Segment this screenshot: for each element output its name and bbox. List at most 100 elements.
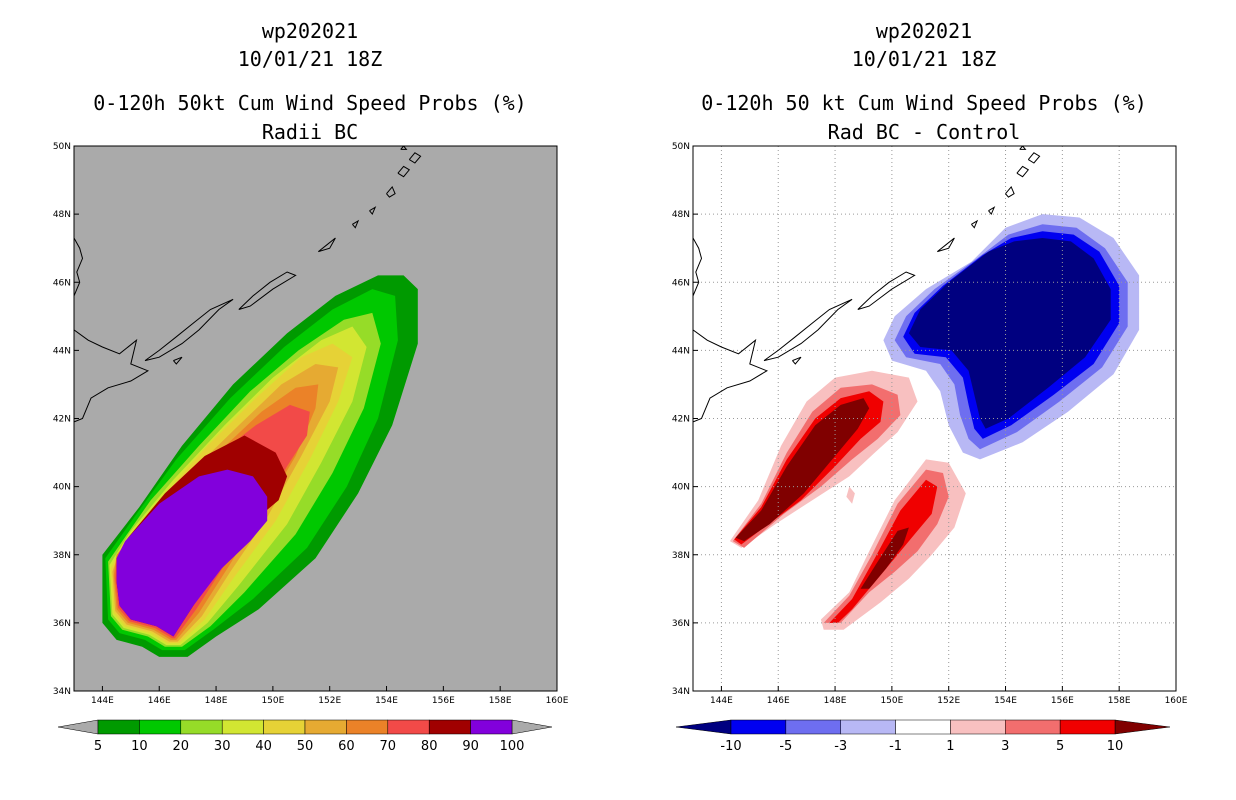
colorbar-swatch bbox=[346, 719, 389, 735]
colorbar-label: -10 bbox=[720, 739, 741, 754]
colorbar-swatch bbox=[950, 719, 1006, 735]
chart-title-line: Rad BC - Control bbox=[828, 120, 1021, 144]
colorbar-swatch bbox=[180, 719, 223, 735]
coastline bbox=[400, 146, 408, 150]
plot-area bbox=[693, 146, 1176, 691]
coastline bbox=[988, 206, 996, 216]
colorbar-label: 60 bbox=[338, 739, 355, 754]
y-tick-label: 38N bbox=[672, 551, 690, 561]
colorbar-swatch bbox=[221, 719, 264, 735]
y-tick-label: 44N bbox=[672, 346, 690, 356]
plot-area bbox=[74, 146, 422, 657]
coastline bbox=[763, 298, 853, 362]
contour-level-10 bbox=[735, 398, 870, 542]
coastline bbox=[144, 298, 234, 362]
coastline bbox=[857, 271, 916, 310]
coastline bbox=[792, 356, 802, 365]
chart-title-line: 0-120h 50 kt Cum Wind Speed Probs (%) bbox=[701, 91, 1147, 115]
y-tick-label: 42N bbox=[53, 415, 71, 425]
x-tick-label: 158E bbox=[489, 696, 512, 706]
colorbar-label: 5 bbox=[94, 739, 102, 754]
colorbar-label: 30 bbox=[214, 739, 231, 754]
y-tick-label: 40N bbox=[53, 483, 71, 493]
colorbar-label: 5 bbox=[1056, 739, 1064, 754]
colorbar-label: -5 bbox=[779, 739, 792, 754]
y-tick-label: 34N bbox=[53, 687, 71, 697]
x-tick-label: 160E bbox=[1165, 696, 1188, 706]
colorbar-left-triangle bbox=[57, 719, 99, 735]
y-tick-label: 48N bbox=[672, 210, 690, 220]
colorbar-swatch bbox=[785, 719, 841, 735]
colorbar-label: 1 bbox=[946, 739, 954, 754]
chart-title-line: wp202021 bbox=[876, 19, 972, 43]
colorbar-label: 10 bbox=[131, 739, 148, 754]
y-tick-label: 38N bbox=[53, 551, 71, 561]
chart-title-line: Radii BC bbox=[262, 120, 358, 144]
chart-title-line: 10/01/21 18Z bbox=[852, 47, 997, 71]
x-tick-label: 150E bbox=[880, 696, 903, 706]
coastline bbox=[408, 152, 422, 164]
x-tick-label: 154E bbox=[994, 696, 1017, 706]
coastline bbox=[936, 237, 955, 253]
x-tick-label: 158E bbox=[1108, 696, 1131, 706]
y-tick-label: 36N bbox=[672, 619, 690, 629]
coastline bbox=[74, 237, 84, 297]
colorbar-swatch bbox=[97, 719, 140, 735]
y-tick-label: 48N bbox=[53, 210, 71, 220]
colorbar-swatch bbox=[840, 719, 896, 735]
colorbar-swatch bbox=[263, 719, 306, 735]
colorbar-swatch bbox=[304, 719, 347, 735]
colorbar-right-triangle bbox=[1114, 719, 1171, 735]
coastline bbox=[369, 206, 377, 216]
coastline bbox=[397, 165, 411, 178]
x-tick-label: 156E bbox=[1051, 696, 1074, 706]
colorbar-label: 100 bbox=[500, 739, 525, 754]
y-tick-label: 50N bbox=[672, 142, 690, 152]
x-tick-label: 150E bbox=[261, 696, 284, 706]
contour-level-90 bbox=[116, 469, 268, 637]
colorbar-label: 10 bbox=[1107, 739, 1124, 754]
y-tick-label: 46N bbox=[53, 278, 71, 288]
coastline bbox=[693, 237, 703, 297]
x-tick-label: 156E bbox=[432, 696, 455, 706]
coastline bbox=[238, 271, 297, 310]
y-tick-label: 46N bbox=[672, 278, 690, 288]
coastline bbox=[317, 237, 336, 253]
x-tick-label: 146E bbox=[148, 696, 171, 706]
x-tick-label: 152E bbox=[318, 696, 341, 706]
y-tick-label: 42N bbox=[672, 415, 690, 425]
colorbar-label: -3 bbox=[834, 739, 847, 754]
chart-title-line: 0-120h 50kt Cum Wind Speed Probs (%) bbox=[93, 91, 526, 115]
coastline bbox=[693, 329, 769, 423]
colorbar-swatch bbox=[895, 719, 951, 735]
coastline bbox=[352, 219, 360, 229]
coastline bbox=[1027, 152, 1041, 164]
contour-level-10 bbox=[860, 527, 909, 589]
x-tick-label: 148E bbox=[205, 696, 228, 706]
x-tick-label: 144E bbox=[91, 696, 114, 706]
coastline bbox=[173, 356, 183, 365]
y-tick-label: 40N bbox=[672, 483, 690, 493]
contour-level-minus10 bbox=[908, 238, 1111, 429]
x-tick-label: 144E bbox=[710, 696, 733, 706]
colorbar-swatch bbox=[1059, 719, 1116, 735]
y-tick-label: 44N bbox=[53, 346, 71, 356]
colorbar-swatch bbox=[139, 719, 182, 735]
colorbar-swatch bbox=[387, 719, 430, 735]
colorbar-label: 40 bbox=[255, 739, 272, 754]
colorbar-swatch bbox=[1005, 719, 1061, 735]
contour-level-5 bbox=[829, 479, 938, 623]
coastline bbox=[1016, 165, 1030, 178]
chart-title-line: 10/01/21 18Z bbox=[238, 47, 383, 71]
colorbar-right-triangle bbox=[511, 719, 553, 735]
coastline bbox=[386, 185, 396, 198]
y-tick-label: 34N bbox=[672, 687, 690, 697]
x-tick-label: 148E bbox=[824, 696, 847, 706]
coastline bbox=[1005, 185, 1015, 198]
x-tick-label: 152E bbox=[937, 696, 960, 706]
y-tick-label: 50N bbox=[53, 142, 71, 152]
colorbar-label: 3 bbox=[1001, 739, 1009, 754]
colorbar-swatch bbox=[730, 719, 787, 735]
colorbar-label: 50 bbox=[297, 739, 314, 754]
